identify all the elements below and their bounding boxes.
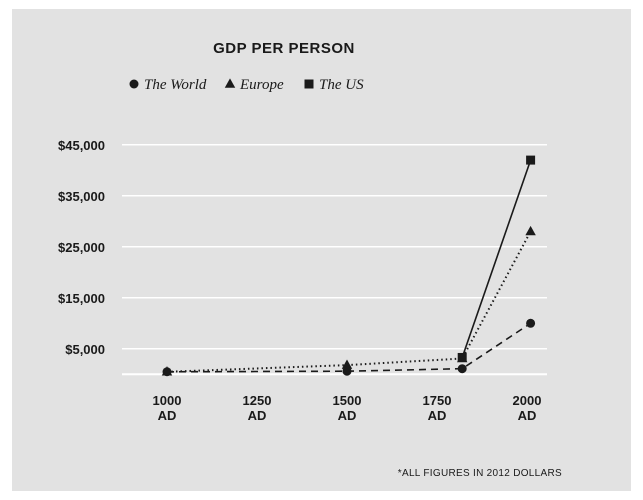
x-tick-label: 1500 AD bbox=[333, 393, 362, 423]
x-tick-label-line: AD bbox=[158, 408, 177, 423]
x-tick-label-line: AD bbox=[518, 408, 537, 423]
y-tick-label: $15,000 bbox=[58, 291, 105, 306]
circle-marker bbox=[162, 367, 172, 377]
x-tick-label: 1250 AD bbox=[243, 393, 272, 423]
series-markers bbox=[161, 155, 536, 377]
triangle-marker bbox=[224, 78, 236, 88]
y-tick-label: $45,000 bbox=[58, 138, 105, 153]
y-tick-label: $25,000 bbox=[58, 240, 105, 255]
x-tick-label-line: 2000 bbox=[513, 393, 542, 408]
y-tick-label: $35,000 bbox=[58, 189, 105, 204]
x-tick-label-line: 1000 bbox=[153, 393, 182, 408]
x-tick-label-line: AD bbox=[248, 408, 267, 423]
circle-marker bbox=[342, 366, 352, 376]
legend-label: The US bbox=[319, 77, 364, 93]
chart-grid bbox=[122, 144, 547, 376]
triangle-marker bbox=[456, 352, 468, 363]
square-marker bbox=[526, 155, 536, 165]
series-line bbox=[461, 159, 532, 358]
chart-title: GDP PER PERSON bbox=[213, 40, 355, 57]
chart-legend: The World Europe The US bbox=[129, 77, 364, 93]
x-tick-label: 1750 AD bbox=[423, 393, 452, 423]
legend-item: The World bbox=[129, 77, 207, 93]
footnote: *ALL FIGURES IN 2012 DOLLARS bbox=[398, 468, 562, 479]
x-tick-label-line: 1750 bbox=[423, 393, 452, 408]
square-marker bbox=[304, 79, 314, 89]
triangle-marker bbox=[341, 359, 353, 369]
x-tick-label: 2000 AD bbox=[513, 393, 542, 423]
circle-marker bbox=[526, 318, 536, 328]
legend-label: The World bbox=[144, 77, 207, 93]
chart-svg: GDP PER PERSON The World Europe The US $5,… bbox=[58, 40, 562, 479]
series-line bbox=[166, 231, 532, 373]
series-lines bbox=[166, 159, 532, 373]
x-tick-label-line: AD bbox=[338, 408, 357, 423]
chart-panel: GDP PER PERSON The World Europe The US $5,… bbox=[12, 9, 631, 491]
legend-item: The US bbox=[304, 77, 364, 93]
y-axis-ticks: $5,000 $15,000 $25,000 $35,000 $45,000 bbox=[58, 138, 105, 357]
triangle-marker bbox=[525, 225, 536, 236]
y-tick-label: $5,000 bbox=[65, 342, 105, 357]
legend-label: Europe bbox=[239, 77, 284, 93]
x-tick-label-line: 1250 bbox=[243, 393, 272, 408]
circle-marker bbox=[129, 79, 139, 89]
legend-item: Europe bbox=[224, 77, 284, 93]
circle-marker bbox=[457, 364, 467, 374]
x-tick-label-line: 1500 bbox=[333, 393, 362, 408]
x-tick-label-line: AD bbox=[428, 408, 447, 423]
series-line bbox=[166, 322, 532, 373]
x-tick-label: 1000 AD bbox=[153, 393, 182, 423]
